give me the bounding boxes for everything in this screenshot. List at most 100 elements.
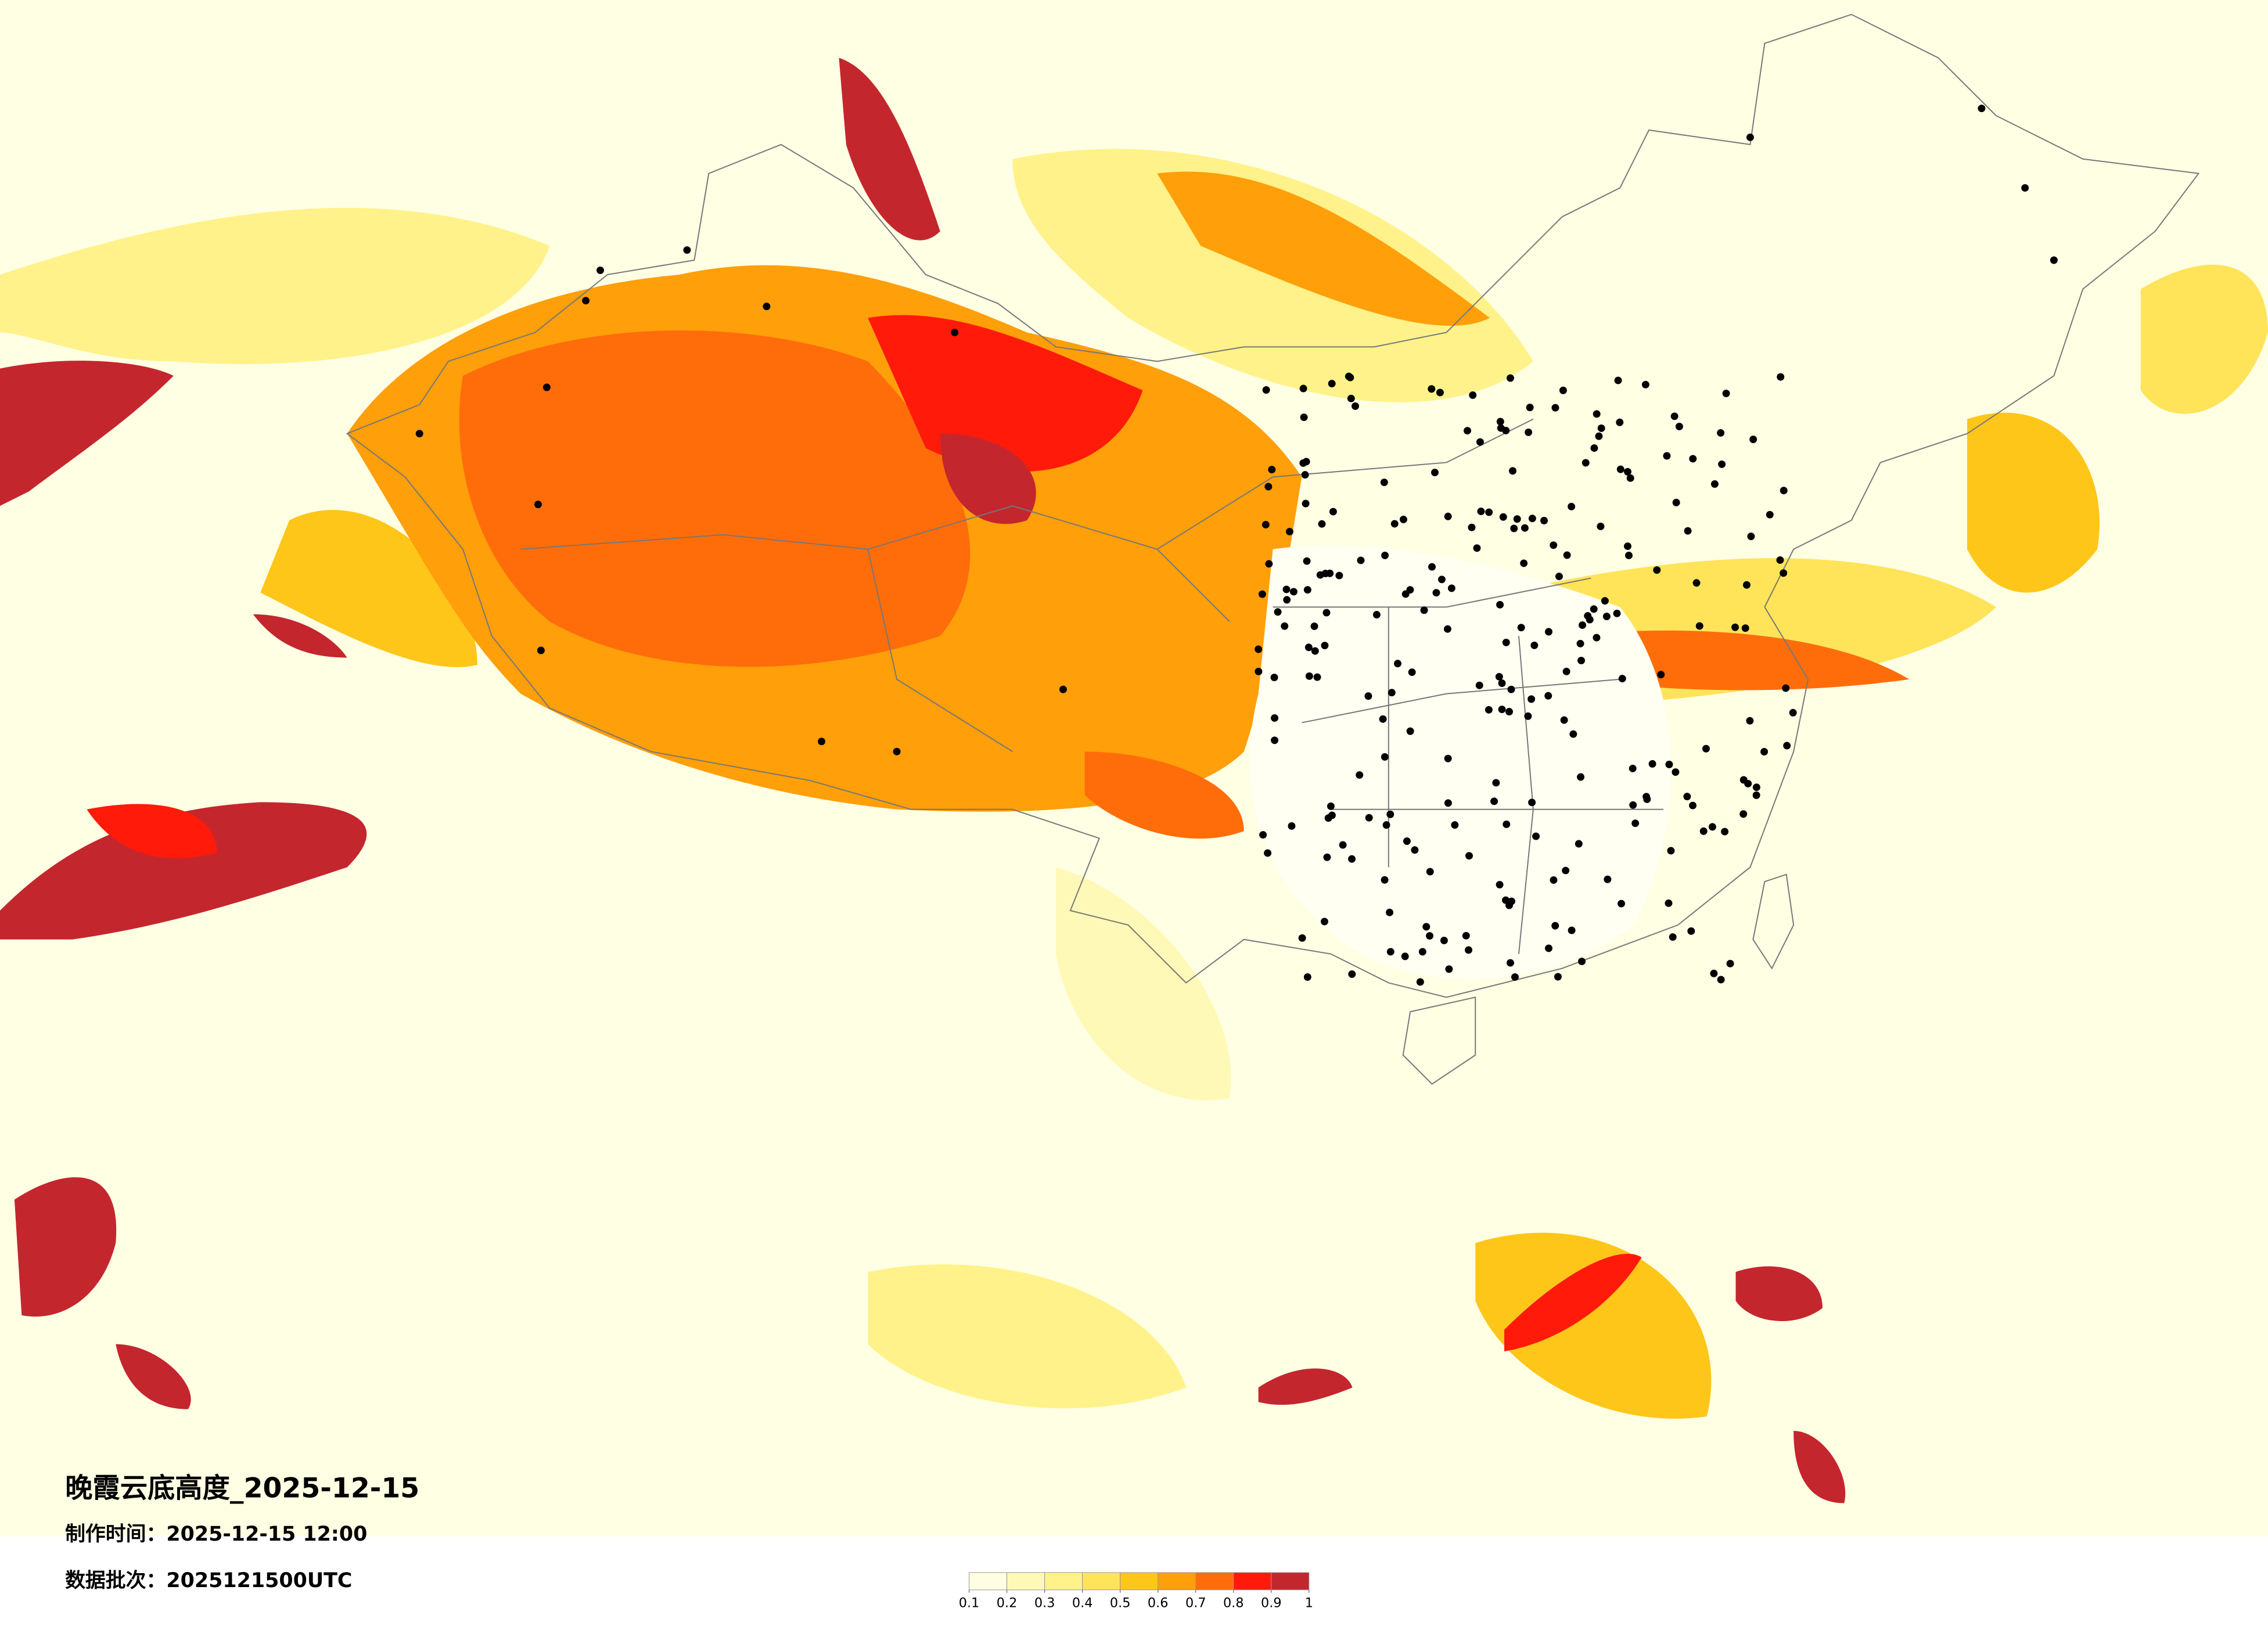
cloud-area <box>1967 412 2100 593</box>
city-dot <box>1569 730 1577 738</box>
city-dot <box>1268 466 1276 474</box>
city-dot <box>1739 776 1748 784</box>
city-dot <box>1444 754 1452 762</box>
city-dot <box>1403 837 1411 846</box>
city-dot <box>1426 868 1434 876</box>
city-dot <box>1780 487 1788 495</box>
city-dot <box>1527 695 1536 703</box>
city-dot <box>1624 542 1631 551</box>
city-dot <box>1618 675 1626 683</box>
city-dot <box>1672 768 1680 776</box>
made-time: 制作时间：2025-12-15 12:00 <box>65 1523 367 1546</box>
cloud-area <box>87 804 217 858</box>
cloud-area <box>1084 751 1244 839</box>
city-dot <box>1289 588 1297 596</box>
cloud-area <box>839 57 940 240</box>
cloud-area <box>2140 264 2268 414</box>
city-dot <box>1562 667 1570 675</box>
city-dot <box>1495 672 1503 681</box>
cloud-area <box>14 1177 117 1317</box>
city-dot <box>1511 973 1519 981</box>
city-dot <box>1259 831 1267 839</box>
city-dot <box>1305 672 1313 680</box>
city-dot <box>1568 926 1576 934</box>
city-dot <box>1741 624 1749 632</box>
city-dot <box>534 501 542 509</box>
city-dot <box>1783 742 1791 750</box>
city-dot <box>1782 684 1790 692</box>
cloud-area <box>260 510 477 667</box>
city-dot <box>1390 520 1399 528</box>
raster-field <box>0 0 2268 1537</box>
city-dot <box>1444 512 1452 520</box>
city-dot <box>1473 544 1481 552</box>
city-dot <box>1364 692 1372 700</box>
city-dot <box>1497 424 1505 432</box>
city-dot <box>1381 753 1389 761</box>
city-dot <box>1303 973 1311 981</box>
cloud-area <box>1504 1253 1642 1352</box>
city-dot <box>1476 438 1484 446</box>
city-dot <box>1386 810 1394 818</box>
cloud-area <box>1056 867 1231 1100</box>
city-dot <box>1687 927 1695 935</box>
city-dot <box>1299 459 1307 467</box>
city-dot <box>1477 508 1485 516</box>
colorbar-tick-label: 0.6 <box>1148 1596 1169 1611</box>
city-dot <box>1265 560 1273 568</box>
city-dot <box>1559 386 1567 394</box>
city-dot <box>1550 541 1558 549</box>
city-dot <box>1648 760 1656 768</box>
cloud-area <box>868 315 1143 472</box>
city-dot <box>1593 634 1601 642</box>
city-dot <box>1739 810 1748 818</box>
city-dot <box>1675 423 1683 430</box>
city-dot <box>1560 716 1568 724</box>
city-dot <box>1545 628 1552 636</box>
city-dot <box>1444 799 1452 807</box>
city-dot <box>1388 689 1396 697</box>
city-dot <box>1708 823 1716 831</box>
city-dot <box>1422 923 1430 931</box>
city-dot <box>1524 712 1532 720</box>
city-dot <box>1752 791 1760 799</box>
city-dot <box>1710 969 1718 977</box>
city-dot <box>415 430 423 438</box>
city-dot <box>1059 685 1067 693</box>
city-dot <box>1742 581 1751 589</box>
city-dot <box>1689 455 1697 463</box>
colorbar-swatch <box>1082 1572 1121 1591</box>
city-dot <box>1365 814 1373 822</box>
city-dot <box>1642 793 1651 801</box>
city-dot <box>1498 706 1506 714</box>
city-dot <box>1496 880 1504 888</box>
city-dot <box>1554 973 1562 981</box>
city-dot <box>1545 944 1552 952</box>
city-dot <box>1311 647 1319 655</box>
city-dot <box>1746 133 1754 141</box>
city-dot <box>1283 596 1291 604</box>
city-dot <box>1641 380 1649 388</box>
city-dot <box>1601 597 1609 605</box>
city-dot <box>1496 418 1504 426</box>
city-dot <box>1692 579 1701 587</box>
city-dot <box>1432 589 1440 597</box>
city-dot <box>1316 571 1324 579</box>
colorbar-swatch <box>969 1572 1008 1591</box>
city-dot <box>1672 498 1680 506</box>
city-dot <box>1670 412 1678 420</box>
city-dot <box>1731 623 1739 631</box>
city-dot <box>1386 948 1394 956</box>
city-dot <box>1335 571 1343 580</box>
city-dot <box>1420 606 1428 614</box>
city-dot <box>1380 479 1388 487</box>
cloud-area <box>0 207 550 364</box>
city-dot <box>1509 467 1516 475</box>
city-dot <box>1517 624 1525 632</box>
data-batch: 数据批次：2025121500UTC <box>65 1569 352 1592</box>
city-dot <box>1394 660 1401 668</box>
city-dot <box>1780 569 1788 577</box>
colorbar-swatch <box>1233 1572 1272 1591</box>
colorbar-tick-label: 1 <box>1305 1596 1313 1611</box>
